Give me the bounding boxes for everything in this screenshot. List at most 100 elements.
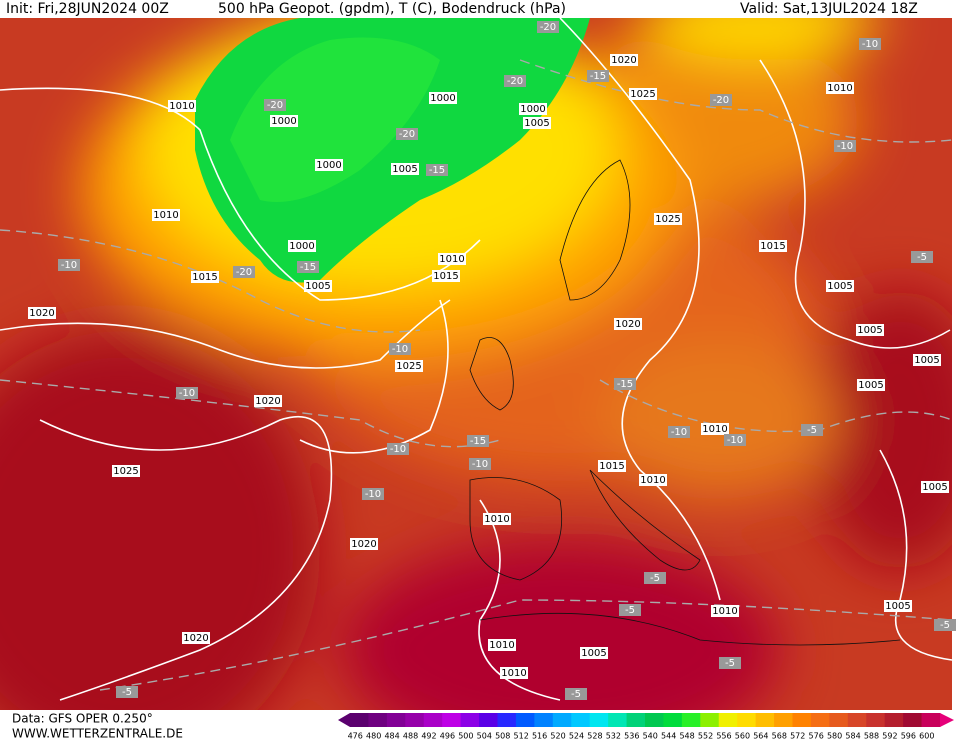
colorbar-label: 572 [790, 732, 805, 741]
pressure-label-box [610, 54, 638, 66]
colorbar-swatch [847, 713, 867, 727]
colorbar-label: 528 [587, 732, 602, 741]
pressure-label: 1005 [857, 325, 882, 336]
colorbar-swatch [718, 713, 738, 727]
pressure-label-box [315, 159, 343, 171]
pressure-label-box [598, 460, 626, 472]
temperature-label-box [801, 424, 823, 436]
temperature-label-box [116, 686, 138, 698]
temperature-label-box [859, 38, 881, 50]
colorbar-swatch [350, 713, 369, 727]
temperature-label: -5 [625, 605, 635, 616]
pressure-label: 1005 [392, 164, 417, 175]
pressure-label-box [168, 100, 196, 112]
temperature-label: -20 [540, 22, 556, 33]
colorbar-label: 592 [882, 732, 897, 741]
pressure-label-box [759, 240, 787, 252]
pressure-label-box [182, 632, 210, 644]
colorbar-swatch [700, 713, 720, 727]
temperature-label: -5 [940, 620, 950, 631]
temperature-label-box [58, 259, 80, 271]
pressure-label: 1010 [484, 514, 509, 525]
pressure-label: 1025 [396, 361, 421, 372]
pressure-label-box [654, 213, 682, 225]
colorbar-label: 496 [440, 732, 455, 741]
colorbar-label: 540 [643, 732, 658, 741]
temperature-label-box [710, 94, 732, 106]
pressure-label-box [580, 647, 608, 659]
pressure-label: 1015 [599, 461, 624, 472]
pressure-label: 1000 [430, 93, 455, 104]
pressure-label: 1015 [760, 241, 785, 252]
temperature-label: -5 [650, 573, 660, 584]
colorbar-swatch [552, 713, 572, 727]
colorbar-label: 564 [753, 732, 768, 741]
temperature-label: -10 [390, 444, 406, 455]
temperature-label: -10 [179, 388, 195, 399]
colorbar-swatch [810, 713, 830, 727]
init-time: Init: Fri,28JUN2024 00Z [6, 1, 169, 17]
pressure-label-box [519, 103, 547, 115]
temperature-label: -20 [507, 76, 523, 87]
temperature-label: -20 [267, 100, 283, 111]
pressure-label-box [921, 481, 949, 493]
temperature-label: -10 [392, 344, 408, 355]
temperature-label: -5 [571, 689, 581, 700]
pressure-label: 1015 [192, 272, 217, 283]
colorbar-label: 596 [901, 732, 916, 741]
colorbar-swatch [645, 713, 664, 727]
pressure-label-box [701, 423, 729, 435]
temperature-label: -15 [617, 379, 633, 390]
colorbar-swatch [571, 713, 591, 727]
colorbar-swatch [423, 713, 443, 727]
pressure-label: 1020 [611, 55, 636, 66]
pressure-label: 1010 [712, 606, 737, 617]
colorbar-label: 524 [569, 732, 584, 741]
pressure-label-box [483, 513, 511, 525]
website: WWW.WETTERZENTRALE.DE [12, 727, 183, 741]
pressure-label: 1005 [581, 648, 606, 659]
colorbar-label: 488 [403, 732, 418, 741]
pressure-label: 1020 [29, 308, 54, 319]
colorbar-label: 548 [679, 732, 694, 741]
temperature-label-box [504, 75, 526, 87]
pressure-label: 1010 [827, 83, 852, 94]
colorbar-swatch [755, 713, 775, 727]
colorbar-swatch [829, 713, 849, 727]
pressure-label: 1000 [520, 104, 545, 115]
colorbar-swatch [460, 713, 480, 727]
pressure-label: 1010 [489, 640, 514, 651]
temperature-label-box [389, 343, 411, 355]
pressure-label-box [488, 639, 516, 651]
pressure-label: 1020 [255, 396, 280, 407]
colorbar-label: 536 [624, 732, 639, 741]
pressure-label: 1020 [183, 633, 208, 644]
colorbar-label: 552 [698, 732, 713, 741]
colorbar-label: 532 [606, 732, 621, 741]
colorbar-label: 580 [827, 732, 842, 741]
data-source: Data: GFS OPER 0.250° [12, 712, 153, 726]
pressure-label-box [112, 465, 140, 477]
colorbar-swatch [515, 713, 535, 727]
colorbar-swatch [589, 713, 609, 727]
temperature-label-box [233, 266, 255, 278]
temperature-label: -10 [671, 427, 687, 438]
colorbar-label: 600 [919, 732, 934, 741]
temperature-label: -15 [590, 71, 606, 82]
colorbar-swatch [774, 713, 793, 727]
pressure-label-box [500, 667, 528, 679]
colorbar-label: 520 [550, 732, 565, 741]
temperature-label-box [362, 488, 384, 500]
pressure-label-box [395, 360, 423, 372]
colorbar-label: 584 [845, 732, 860, 741]
pressure-label-box [429, 92, 457, 104]
colorbar-label: 480 [366, 732, 381, 741]
pressure-label: 1020 [351, 539, 376, 550]
temperature-label: -10 [61, 260, 77, 271]
temperature-label: -10 [727, 435, 743, 446]
pressure-label-box [288, 240, 316, 252]
colorbar-label: 560 [735, 732, 750, 741]
colorbar-label: 508 [495, 732, 510, 741]
